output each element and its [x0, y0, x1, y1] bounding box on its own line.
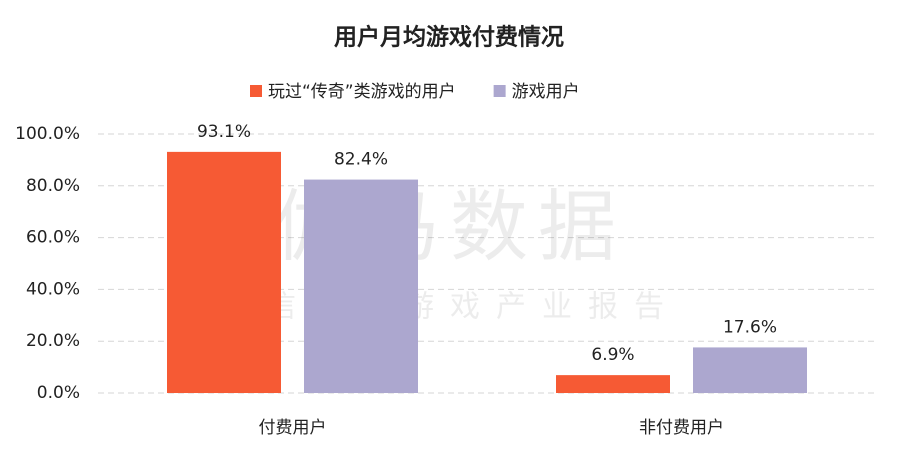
value-label: 17.6% [723, 317, 777, 337]
y-tick-label: 80.0% [26, 176, 80, 196]
bar [304, 179, 418, 393]
bar [167, 151, 281, 393]
y-tick-label: 60.0% [26, 228, 80, 248]
value-label: 93.1% [197, 122, 251, 142]
y-tick-label: 100.0% [15, 124, 80, 144]
bar [556, 375, 670, 393]
legend-swatch [250, 85, 262, 97]
y-tick-label: 40.0% [26, 279, 80, 299]
y-tick-label: 20.0% [26, 331, 80, 351]
legend-swatch [493, 85, 506, 97]
legend-label: 游戏用户 [512, 82, 580, 102]
y-tick-label: 0.0% [37, 383, 80, 403]
x-tick-label: 付费用户 [259, 418, 327, 438]
watermark-subtitle: 微信号：游戏产业报告 [220, 290, 680, 325]
x-tick-label: 非付费用户 [639, 418, 724, 438]
legend-label: 玩过“传奇”类游戏的用户 [268, 82, 456, 102]
value-label: 6.9% [591, 345, 634, 365]
bar [693, 347, 807, 393]
value-label: 82.4% [334, 150, 388, 170]
chart-title: 用户月均游戏付费情况 [334, 24, 564, 51]
